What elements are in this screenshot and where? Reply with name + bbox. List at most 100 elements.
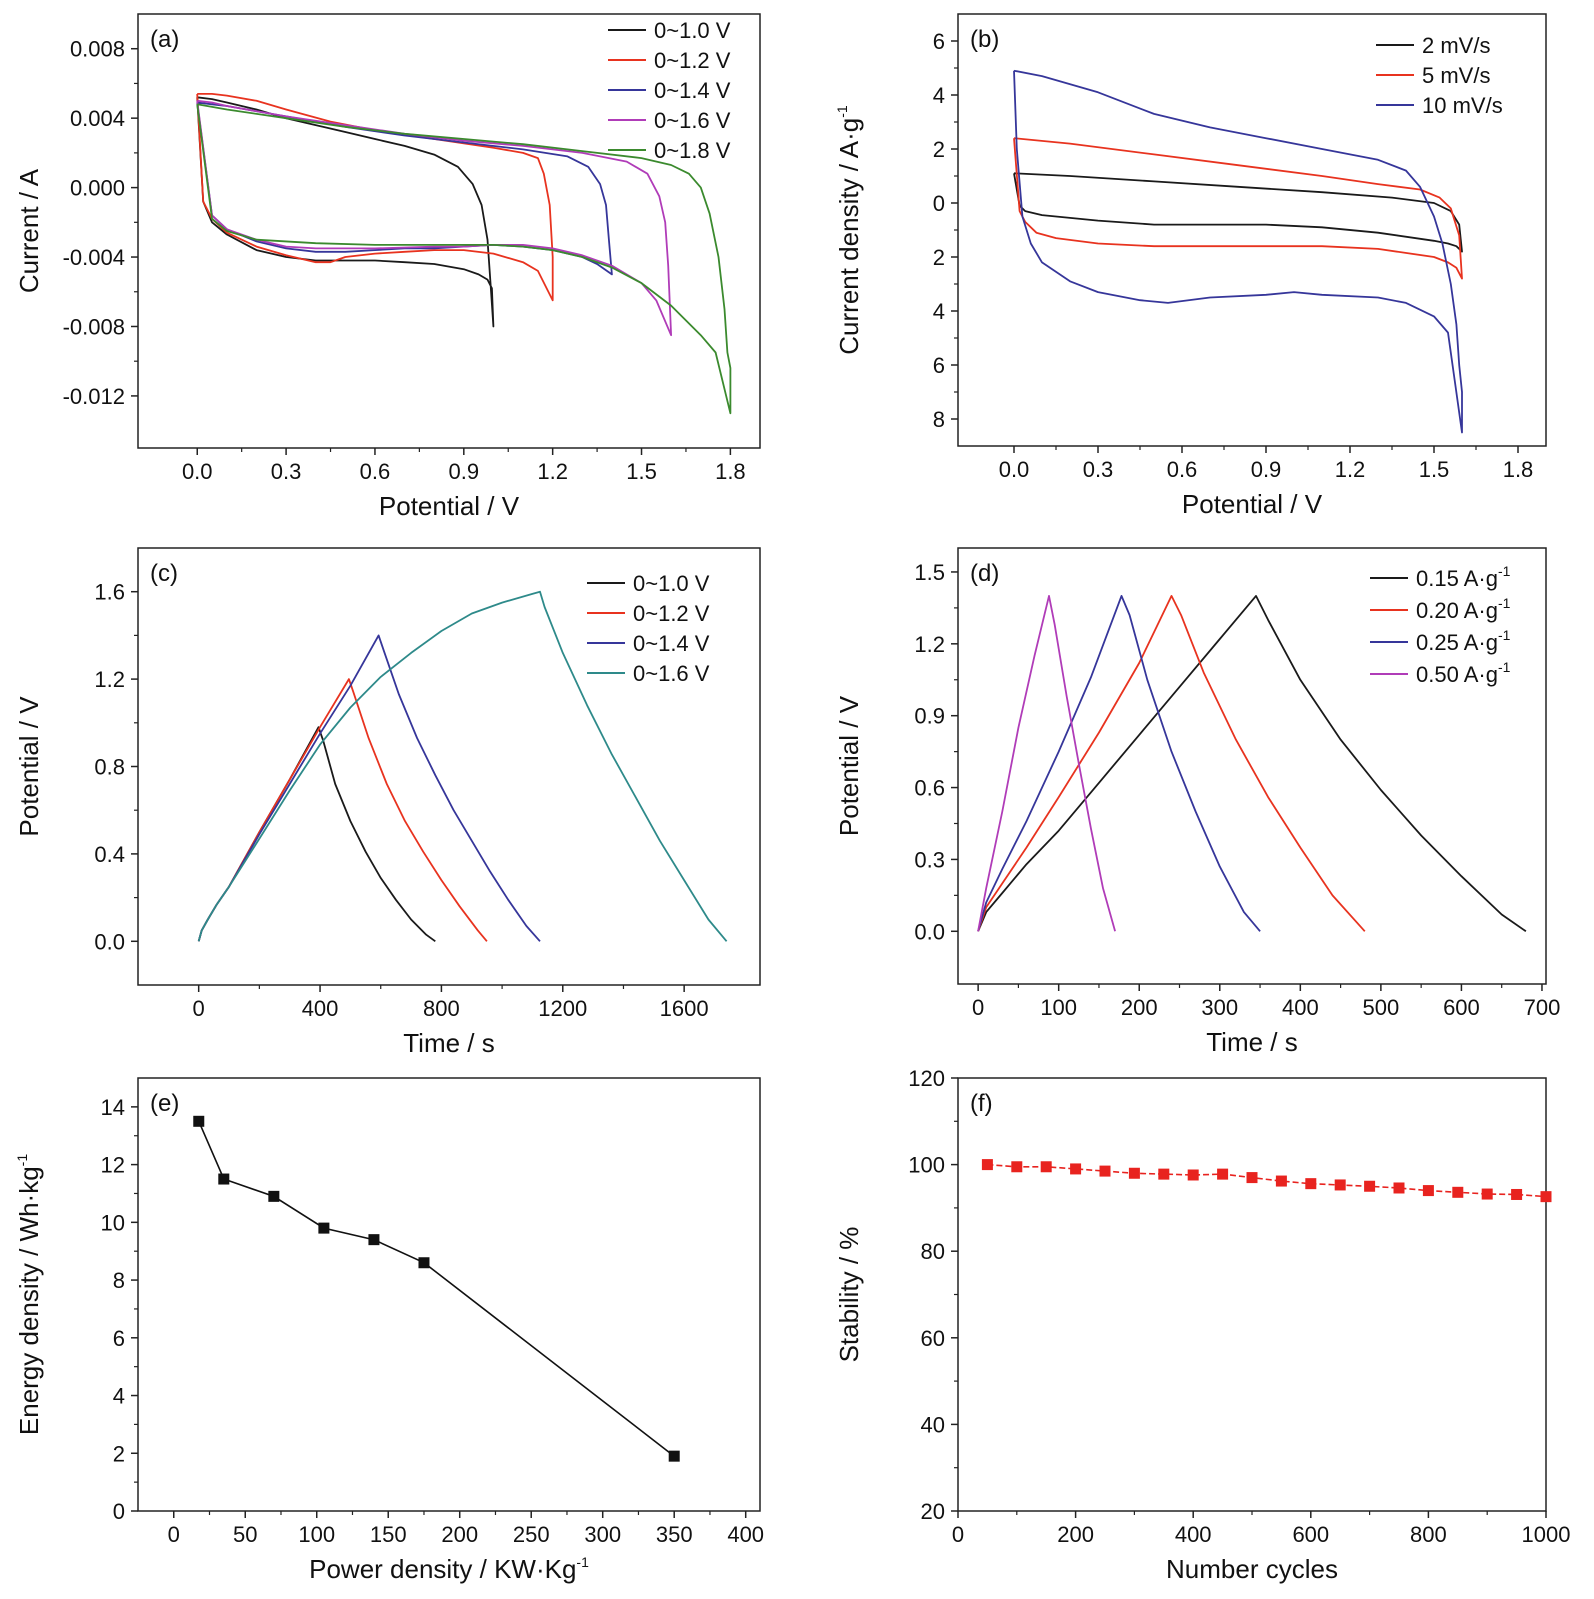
- data-point-marker: [193, 1115, 205, 1127]
- data-point-marker: [1011, 1161, 1023, 1173]
- panel-label: (a): [150, 26, 179, 53]
- panel-f: 0 200 400 600 800 1000 120 100 80 60 40 20 (f) Number…: [834, 1066, 1570, 1584]
- series-line-1: [196, 96, 495, 328]
- data-point-marker: [1217, 1168, 1229, 1180]
- y-tick-label: 6: [933, 29, 945, 54]
- legend-label: 0~1.2 V: [654, 48, 731, 73]
- x-tick-label: 0.6: [360, 459, 391, 484]
- x-tick-label: 0.6: [1167, 457, 1198, 482]
- series-line-1: [197, 726, 436, 943]
- series-line-4: [977, 595, 1116, 932]
- x-tick-label: 200: [441, 1522, 478, 1547]
- series-line-4: [197, 590, 728, 942]
- x-tick-label: 0: [193, 996, 205, 1021]
- x-tick-label: 100: [298, 1522, 335, 1547]
- x-tick-label: 300: [1201, 995, 1238, 1020]
- x-tick-label: 400: [727, 1522, 764, 1547]
- y-tick-label: 0: [933, 191, 945, 216]
- x-tick-label: 700: [1524, 995, 1561, 1020]
- y-tick-label: 120: [908, 1066, 945, 1091]
- y-axis-title: Current density / A·g-1: [834, 105, 864, 355]
- y-tick-label: 12: [101, 1153, 125, 1178]
- legend-label: 0.20 A·g-1: [1416, 595, 1511, 623]
- data-point-marker: [1070, 1163, 1082, 1175]
- panel-d: 0 100 200 300 400 500 600 700 1.5 1.2 0.9 0.6 0.3 0.0…: [834, 547, 1561, 1057]
- data-point-marker: [1128, 1167, 1140, 1179]
- panel-e: 0 50 100 150 200 250 300 350 400 14 12 10 8 6 4 2 0 (e) Po…: [14, 1077, 764, 1584]
- y-tick-label: 0.6: [914, 776, 945, 801]
- legend-label: 2 mV/s: [1422, 33, 1490, 58]
- legend-label: 0~1.6 V: [654, 108, 731, 133]
- legend-label: 0~1.2 V: [633, 601, 710, 626]
- series-line-5: [196, 103, 732, 415]
- x-tick-label: 1600: [660, 996, 709, 1021]
- x-tick-label: 0.3: [271, 459, 302, 484]
- y-tick-label: 0.008: [70, 37, 125, 62]
- legend-label: 0~1.0 V: [654, 18, 731, 43]
- data-point-marker: [1481, 1188, 1493, 1200]
- series-line-3: [1013, 69, 1463, 434]
- x-tick-label: 1.2: [1335, 457, 1366, 482]
- y-tick-label: 2: [933, 245, 945, 270]
- legend-label: 0~1.6 V: [633, 661, 710, 686]
- legend-label: 10 mV/s: [1422, 93, 1503, 118]
- y-tick-label: 4: [113, 1384, 125, 1409]
- legend-label: 0.15 A·g-1: [1416, 563, 1511, 591]
- series-line-3: [977, 595, 1261, 932]
- series-line-2: [1013, 137, 1463, 280]
- x-tick-label: 0: [168, 1522, 180, 1547]
- plot-frame: [957, 1077, 1547, 1512]
- series-line-3: [197, 634, 541, 942]
- x-axis-title: Potential / V: [379, 491, 520, 521]
- y-tick-label: 0.9: [914, 704, 945, 729]
- y-tick-label: 0.4: [94, 842, 125, 867]
- data-point-marker: [1158, 1168, 1170, 1180]
- data-point-marker: [1187, 1169, 1199, 1181]
- y-tick-label: 0.0: [94, 929, 125, 954]
- y-tick-label: 4: [933, 83, 945, 108]
- y-tick-label: 1.6: [94, 580, 125, 605]
- x-axis-title: Time / s: [1206, 1027, 1297, 1057]
- y-axis-title: Potential / V: [834, 695, 864, 836]
- y-tick-label: 0.3: [914, 847, 945, 872]
- y-tick-label: 2: [113, 1441, 125, 1466]
- x-tick-label: 0.9: [1251, 457, 1282, 482]
- x-axis-title: Power density / KW·Kg-1: [309, 1554, 589, 1584]
- panel-c: 0 400 800 1200 1600 1.6 1.2 0.8 0.4 0.0 (c) Time / …: [14, 547, 761, 1058]
- x-tick-label: 0.3: [1083, 457, 1114, 482]
- legend-label: 5 mV/s: [1422, 63, 1490, 88]
- y-tick-label: 60: [921, 1326, 945, 1351]
- y-tick-label: 1.5: [914, 560, 945, 585]
- y-tick-label: 1.2: [914, 632, 945, 657]
- y-tick-label: 40: [921, 1412, 945, 1437]
- series-line-1: [1013, 172, 1463, 253]
- x-tick-label: 1.8: [1503, 457, 1534, 482]
- x-tick-label: 800: [423, 996, 460, 1021]
- y-tick-label: 0: [113, 1499, 125, 1524]
- y-axis-title: Current / A: [14, 168, 44, 293]
- panel-b: 0.0 0.3 0.6 0.9 1.2 1.5 1.8 6 4 2 0 2 4 6 8 (b) Potentia…: [834, 13, 1547, 519]
- plot-frame: [137, 1077, 761, 1512]
- y-tick-label: 2: [933, 137, 945, 162]
- y-tick-label: 8: [933, 407, 945, 432]
- legend-label: 0~1.4 V: [633, 631, 710, 656]
- data-point-marker: [1452, 1186, 1464, 1198]
- x-tick-label: 0.0: [182, 459, 213, 484]
- y-tick-label: 0.000: [70, 176, 125, 201]
- y-tick-label: 10: [101, 1210, 125, 1235]
- plot-frame: [957, 547, 1547, 985]
- x-tick-label: 400: [302, 996, 339, 1021]
- x-tick-label: 1000: [1522, 1522, 1571, 1547]
- x-tick-label: 1.5: [626, 459, 657, 484]
- data-point-marker: [1422, 1185, 1434, 1197]
- y-axis-title: Stability / %: [834, 1227, 864, 1363]
- x-tick-label: 600: [1443, 995, 1480, 1020]
- data-point-marker: [1275, 1175, 1287, 1187]
- x-tick-label: 0: [952, 1522, 964, 1547]
- x-tick-label: 1.5: [1419, 457, 1450, 482]
- plot-frame: [137, 13, 761, 449]
- data-point-marker: [268, 1190, 280, 1202]
- panel-label: (f): [970, 1090, 993, 1117]
- y-tick-label: 0.0: [914, 919, 945, 944]
